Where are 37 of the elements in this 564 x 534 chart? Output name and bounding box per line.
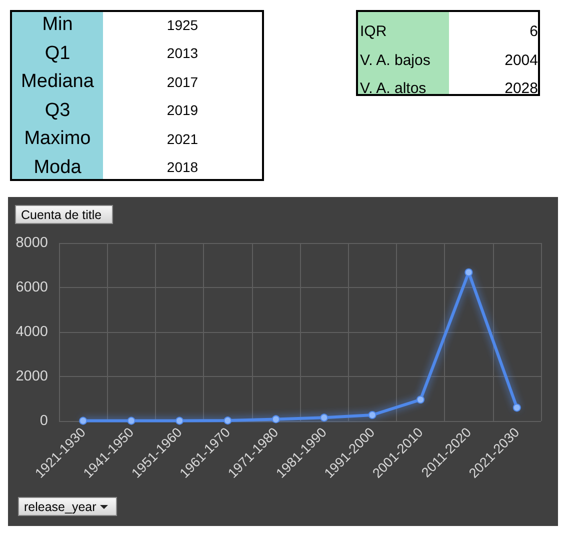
point <box>79 416 88 425</box>
y-tick-label: 2000 <box>16 368 48 384</box>
point <box>176 416 184 425</box>
field-button: Cuenta de title <box>15 205 113 224</box>
text: 2017 <box>166 74 198 90</box>
text: 2028 <box>504 80 538 98</box>
y-tick-label: 6000 <box>16 280 48 296</box>
text: Q3 <box>44 100 70 121</box>
point <box>416 396 424 404</box>
point <box>272 415 280 424</box>
text: Q1 <box>44 42 70 64</box>
text: Mediana <box>21 71 94 92</box>
text: 6 <box>530 22 538 40</box>
x-axis-title: release_year <box>24 500 96 514</box>
text: 2019 <box>166 102 198 118</box>
point <box>224 416 232 425</box>
point <box>512 404 521 412</box>
text: 2021 <box>166 130 198 147</box>
field-button: release_year <box>18 497 117 516</box>
point <box>320 414 328 422</box>
point <box>464 268 473 276</box>
y-axis-title: Cuenta de title <box>21 208 102 222</box>
text: 2013 <box>166 45 198 62</box>
point <box>127 416 136 425</box>
text: Maximo <box>24 128 91 150</box>
y-tick-label: 0 <box>40 413 48 429</box>
point <box>368 410 376 419</box>
y-tick-label: 4000 <box>16 324 48 340</box>
text: 2004 <box>504 52 538 69</box>
text: V. A. bajos <box>360 52 430 69</box>
text: Moda <box>34 156 82 178</box>
text: 1925 <box>166 16 198 33</box>
y-tick-label: 8000 <box>16 235 48 251</box>
text: 2018 <box>166 159 198 176</box>
text: Min <box>42 14 73 36</box>
text: V. A. altos <box>360 80 426 98</box>
text: IQR <box>360 22 387 40</box>
